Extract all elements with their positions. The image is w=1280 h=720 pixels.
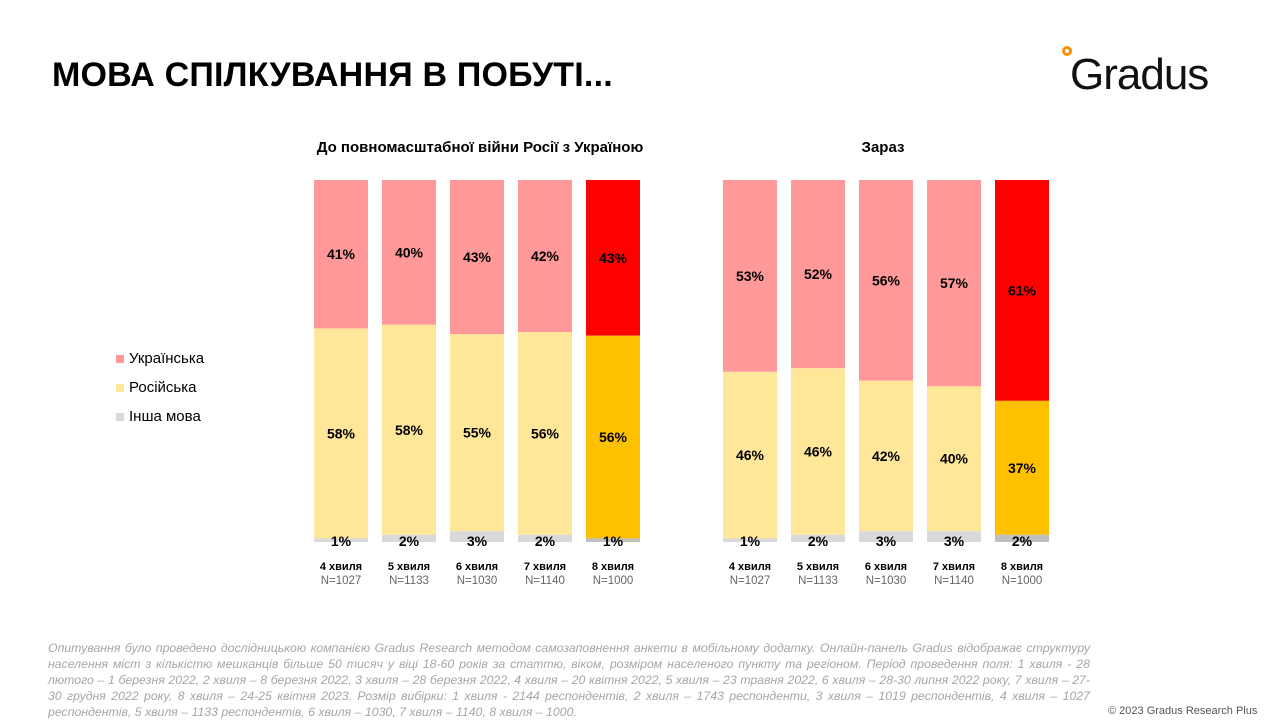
data-label: 58% bbox=[327, 425, 356, 441]
data-label: 40% bbox=[395, 244, 424, 260]
bar-segment-ukrainian bbox=[723, 180, 777, 372]
x-tick-label: 7 хвиля bbox=[524, 561, 566, 573]
sample-size-label: N=1140 bbox=[525, 575, 565, 587]
bar-segment-other bbox=[382, 534, 436, 542]
data-label: 42% bbox=[531, 248, 560, 264]
legend-item-other: Інша мова bbox=[116, 402, 204, 431]
bar-segment-ukrainian bbox=[314, 180, 368, 329]
data-label: 3% bbox=[876, 533, 897, 549]
data-label: 43% bbox=[599, 250, 628, 266]
bar-segment-russian bbox=[791, 368, 845, 535]
data-label: 52% bbox=[804, 266, 833, 282]
bar-segment-russian bbox=[382, 324, 436, 535]
bar-segment-ukrainian bbox=[927, 180, 981, 387]
data-label: 56% bbox=[872, 272, 901, 288]
bar-segment-ukrainian bbox=[791, 180, 845, 369]
x-tick-label: 4 хвиля bbox=[729, 561, 771, 573]
data-label: 40% bbox=[940, 451, 969, 467]
bar-segment-russian bbox=[723, 371, 777, 539]
bar-segment-ukrainian bbox=[859, 180, 913, 381]
data-label: 55% bbox=[463, 425, 492, 441]
logo-dot-icon bbox=[1062, 46, 1072, 56]
copyright: © 2023 Gradus Research Plus bbox=[1108, 705, 1258, 717]
sample-size-label: N=1027 bbox=[321, 575, 362, 587]
sample-size-label: N=1000 bbox=[593, 575, 634, 587]
bar-segment-russian bbox=[314, 328, 368, 539]
gradus-logo: Gradus bbox=[1070, 50, 1209, 99]
legend-label: Українська bbox=[129, 350, 205, 367]
data-label: 46% bbox=[736, 447, 765, 463]
legend-label: Російська bbox=[129, 379, 197, 396]
bar-segment-other bbox=[995, 534, 1049, 542]
legend-swatch bbox=[116, 383, 124, 392]
bar-segment-other bbox=[791, 534, 845, 542]
x-tick-label: 5 хвиля bbox=[797, 561, 839, 573]
bar-segment-ukrainian bbox=[450, 180, 504, 335]
x-tick-label: 6 хвиля bbox=[865, 561, 907, 573]
x-tick-label: 6 хвиля bbox=[456, 561, 498, 573]
data-label: 2% bbox=[1012, 533, 1033, 549]
data-label: 56% bbox=[599, 429, 628, 445]
bar-segment-other bbox=[927, 531, 981, 542]
x-tick-label: 8 хвиля bbox=[592, 561, 634, 573]
data-label: 41% bbox=[327, 246, 356, 262]
data-label: 58% bbox=[395, 422, 424, 438]
data-label: 2% bbox=[399, 533, 420, 549]
x-tick-label: 4 хвиля bbox=[320, 561, 362, 573]
sample-size-label: N=1030 bbox=[866, 575, 907, 587]
bar-segment-russian bbox=[995, 400, 1049, 535]
data-label: 1% bbox=[603, 533, 624, 549]
data-label: 2% bbox=[535, 533, 556, 549]
sample-size-label: N=1027 bbox=[730, 575, 771, 587]
stacked-bar-charts: 41% 58% 1% 4 хвиля N=1027 40% 58% 2% 5 хвиля N=11… bbox=[314, 180, 1049, 587]
data-label: 61% bbox=[1008, 282, 1037, 298]
bar-segment-russian bbox=[586, 335, 640, 539]
sample-size-label: N=1140 bbox=[934, 575, 974, 587]
bar-segment-ukrainian bbox=[382, 180, 436, 325]
bar-segment-ukrainian bbox=[518, 180, 572, 333]
data-label: 42% bbox=[872, 448, 901, 464]
bar-segment-other bbox=[314, 538, 368, 542]
bar-segment-other bbox=[518, 534, 572, 542]
bar-segment-russian bbox=[518, 332, 572, 535]
data-label: 3% bbox=[467, 533, 488, 549]
bar-segment-other bbox=[450, 531, 504, 542]
data-label: 43% bbox=[463, 249, 492, 265]
data-label: 56% bbox=[531, 425, 560, 441]
data-label: 46% bbox=[804, 444, 833, 460]
data-label: 53% bbox=[736, 268, 765, 284]
data-label: 1% bbox=[740, 533, 761, 549]
legend-item-ukrainian: Українська bbox=[116, 344, 204, 373]
data-label: 1% bbox=[331, 533, 352, 549]
sample-size-label: N=1000 bbox=[1002, 575, 1043, 587]
bar-segment-other bbox=[723, 538, 777, 542]
legend-item-russian: Російська bbox=[116, 373, 204, 402]
chart-title-now: Зараз bbox=[861, 139, 905, 156]
data-label: 2% bbox=[808, 533, 829, 549]
bar-segment-other bbox=[586, 538, 640, 542]
bar-segment-ukrainian bbox=[586, 180, 640, 336]
bar-segment-russian bbox=[927, 386, 981, 532]
chart-title-before: До повномасштабної війни Росії з Україно… bbox=[316, 139, 644, 156]
x-tick-label: 5 хвиля bbox=[388, 561, 430, 573]
bar-segment-ukrainian bbox=[995, 180, 1049, 401]
x-tick-label: 8 хвиля bbox=[1001, 561, 1043, 573]
data-label: 37% bbox=[1008, 460, 1037, 476]
legend: Українська Російська Інша мова bbox=[116, 344, 204, 431]
footnote: Опитування було проведено дослідницькою … bbox=[48, 641, 1090, 719]
bar-segment-other bbox=[859, 531, 913, 542]
x-tick-label: 7 хвиля bbox=[933, 561, 975, 573]
data-label: 3% bbox=[944, 533, 965, 549]
legend-swatch bbox=[116, 354, 124, 363]
page-title: МОВА СПІЛКУВАННЯ В ПОБУТІ... bbox=[52, 56, 613, 94]
bar-segment-russian bbox=[450, 334, 504, 532]
legend-label: Інша мова bbox=[129, 408, 201, 425]
sample-size-label: N=1133 bbox=[798, 575, 838, 587]
sample-size-label: N=1030 bbox=[457, 575, 498, 587]
bar-segment-russian bbox=[859, 380, 913, 532]
data-label: 57% bbox=[940, 275, 969, 291]
sample-size-label: N=1133 bbox=[389, 575, 429, 587]
legend-swatch bbox=[116, 412, 124, 421]
